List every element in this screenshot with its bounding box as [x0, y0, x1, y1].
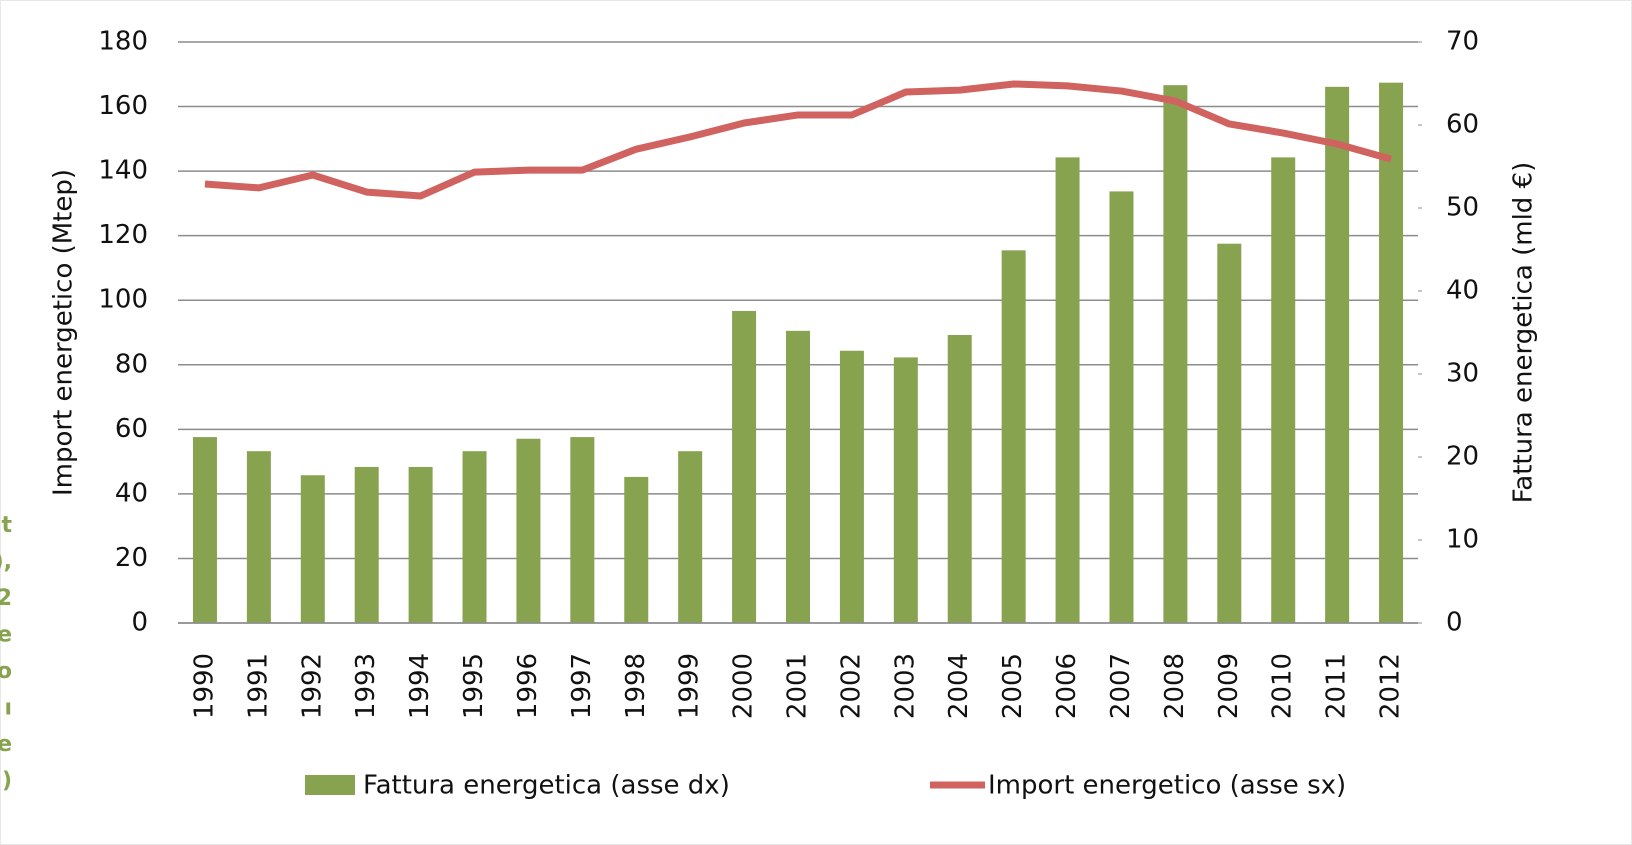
x-tick-label: 2012: [1376, 653, 1406, 719]
side-fragment: ),: [0, 550, 12, 575]
bar: [1271, 157, 1296, 623]
line: [204, 80, 1392, 200]
x-tick-label: 2007: [1106, 653, 1136, 719]
x-tick-label: 2005: [998, 653, 1028, 719]
x-tick-label: 2010: [1268, 653, 1298, 719]
y-tick-label: 40: [115, 478, 148, 508]
side-fragment: 2: [0, 586, 12, 611]
x-tick-label: 1991: [243, 653, 273, 719]
y2-tick-label: 30: [1446, 359, 1479, 389]
x-tick-label: 2002: [836, 653, 866, 719]
bar: [246, 451, 271, 623]
x-tick-label: 1994: [405, 653, 435, 719]
bar: [732, 310, 757, 623]
x-tick-label: 1990: [189, 653, 219, 719]
bar: [893, 357, 918, 623]
legend-swatch: [305, 775, 355, 795]
y-tick-label: 20: [115, 543, 148, 573]
bar: [1163, 85, 1188, 623]
x-tick-label: 2009: [1214, 653, 1244, 719]
y-tick-label: 180: [98, 27, 148, 57]
legend-label: Import energetico (asse sx): [988, 771, 1346, 801]
x-tick-label: 1996: [513, 653, 543, 719]
x-tick-label: 2001: [783, 653, 813, 719]
y-tick-label: 0: [131, 608, 148, 638]
x-tick-label: 2006: [1052, 653, 1082, 719]
y-tick-label: 140: [98, 156, 148, 186]
x-tick-label: 2000: [729, 653, 759, 719]
x-tick-label: 1992: [297, 653, 327, 719]
bar: [839, 350, 864, 623]
bar: [624, 476, 649, 623]
side-fragment: e: [0, 732, 12, 757]
y2-tick-label: 0: [1446, 608, 1463, 638]
x-tick-label: 2011: [1322, 653, 1352, 719]
bar: [192, 437, 217, 623]
bar: [947, 334, 972, 623]
x-tick-label: 2004: [944, 653, 974, 719]
bar: [462, 451, 487, 623]
legend-label: Fattura energetica (asse dx): [363, 771, 730, 801]
y2-tick-label: 40: [1446, 276, 1479, 306]
bar: [1109, 191, 1134, 623]
y2-tick-label: 60: [1446, 110, 1479, 140]
y-tick-label: 120: [98, 220, 148, 250]
x-tick-label: 1998: [621, 653, 651, 719]
x-tick-label: 2008: [1160, 653, 1190, 719]
y-tick-label: 60: [115, 414, 148, 444]
bar: [1217, 243, 1242, 623]
side-fragment: ı: [4, 696, 12, 721]
side-fragment: o: [0, 659, 12, 684]
side-fragment: e: [0, 623, 12, 648]
bar: [786, 330, 810, 623]
bar: [300, 475, 325, 623]
y2-tick-label: 50: [1446, 193, 1479, 223]
y-tick-label: 160: [98, 91, 148, 121]
y2-tick-label: 70: [1446, 27, 1479, 57]
bar: [1001, 250, 1026, 623]
bar: [354, 466, 379, 623]
y-axis-title: Import energetico (Mtep): [49, 169, 79, 496]
x-tick-label: 1999: [675, 653, 705, 719]
y2-tick-label: 20: [1446, 442, 1479, 472]
side-fragment: t: [1, 513, 12, 538]
y-tick-label: 80: [115, 349, 148, 379]
side-fragment: ): [2, 769, 12, 794]
bar: [516, 438, 541, 623]
x-tick-label: 2003: [890, 653, 920, 719]
y-tick-label: 100: [98, 285, 148, 315]
x-tick-label: 1993: [351, 653, 381, 719]
bar: [1055, 157, 1080, 623]
bar: [1325, 86, 1350, 623]
bar: [408, 466, 433, 623]
x-tick-label: 1997: [567, 653, 597, 719]
bar: [1379, 82, 1404, 624]
bar: [678, 451, 703, 623]
y2-tick-label: 10: [1446, 525, 1479, 555]
y2-axis-title: Fattura energetica (mld €): [1509, 162, 1539, 504]
x-tick-label: 1995: [459, 653, 489, 719]
bar: [570, 437, 595, 623]
